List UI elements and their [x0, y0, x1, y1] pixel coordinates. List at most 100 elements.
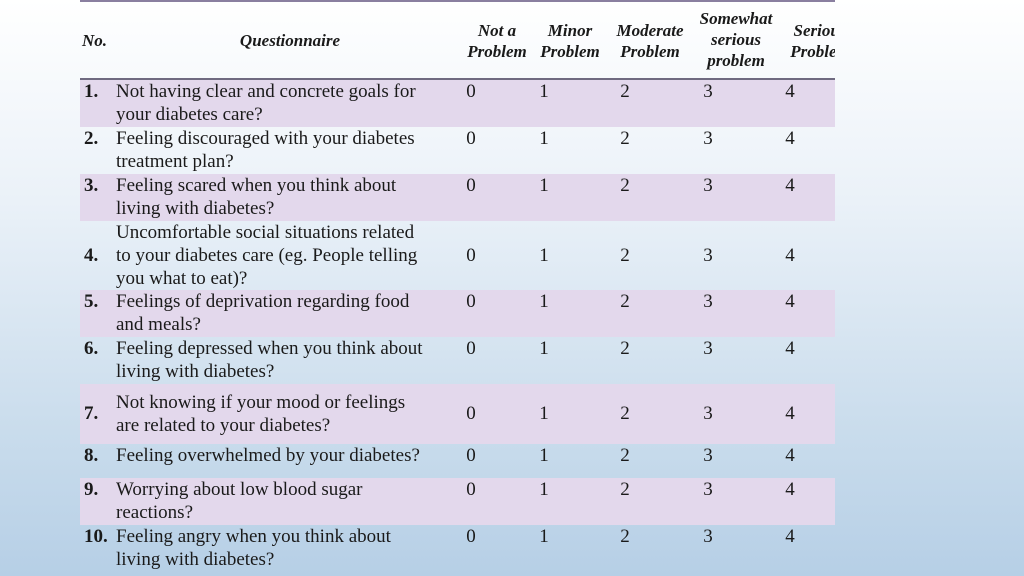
- question-line: Feeling angry when you think about: [116, 526, 391, 547]
- score-cell: 3: [703, 128, 713, 149]
- header-not-a-problem: Not a Problem: [457, 20, 537, 62]
- row-number: 3.: [84, 175, 99, 196]
- top-rule: [80, 0, 835, 2]
- header-no: No.: [82, 31, 108, 50]
- score-cell: 4: [785, 445, 795, 466]
- question-text: Uncomfortable social situations related t…: [116, 221, 466, 290]
- header-line: problem: [707, 51, 765, 70]
- score-cell: 4: [785, 81, 795, 102]
- score-cell: 4: [785, 403, 795, 424]
- header-somewhat-serious-problem: Somewhat serious problem: [690, 8, 782, 71]
- question-text: Not having clear and concrete goals for y…: [116, 80, 466, 126]
- score-cell: 3: [703, 338, 713, 359]
- score-cell: 1: [539, 128, 549, 149]
- score-cell: 1: [539, 291, 549, 312]
- question-line: your diabetes care?: [116, 104, 263, 125]
- question-line: living with diabetes?: [116, 549, 275, 570]
- score-cell: 1: [539, 338, 549, 359]
- score-cell: 1: [539, 175, 549, 196]
- question-line: Not having clear and concrete goals for: [116, 81, 416, 102]
- question-text: Worrying about low blood sugar reactions?: [116, 478, 466, 524]
- score-cell: 3: [703, 479, 713, 500]
- table-row: 5. Feelings of deprivation regarding food…: [80, 290, 835, 337]
- table-row: 1. Not having clear and concrete goals fo…: [80, 80, 835, 127]
- score-cell: 0: [466, 81, 476, 102]
- header-line: Somewhat: [699, 9, 773, 28]
- score-cell: 0: [466, 479, 476, 500]
- question-text: Feelings of deprivation regarding food an…: [116, 290, 466, 336]
- score-cell: 4: [785, 245, 795, 266]
- score-cell: 0: [466, 291, 476, 312]
- score-cell: 1: [539, 403, 549, 424]
- question-text: Feeling angry when you think about living…: [116, 525, 466, 571]
- question-text: Feeling depressed when you think about li…: [116, 337, 466, 383]
- table-row: 9. Worrying about low blood sugar reaction…: [80, 478, 835, 525]
- question-line: Feeling scared when you think about: [116, 175, 397, 196]
- score-cell: 0: [466, 245, 476, 266]
- score-cell: 4: [785, 526, 795, 547]
- question-line: living with diabetes?: [116, 361, 275, 382]
- header-line: Serious: [793, 21, 835, 40]
- header-serious-problem: Serious Problem: [780, 20, 835, 62]
- score-cell: 2: [620, 245, 630, 266]
- score-cell: 2: [620, 291, 630, 312]
- question-line: Not knowing if your mood or feelings: [116, 392, 406, 413]
- score-cell: 4: [785, 338, 795, 359]
- question-line: you what to eat)?: [116, 268, 248, 289]
- score-cell: 4: [785, 128, 795, 149]
- score-cell: 4: [785, 175, 795, 196]
- score-cell: 4: [785, 479, 795, 500]
- header-line: Problem: [540, 42, 600, 61]
- header-line: Moderate: [616, 21, 684, 40]
- score-cell: 1: [539, 479, 549, 500]
- header-line: serious: [710, 30, 762, 49]
- score-cell: 2: [620, 175, 630, 196]
- row-number: 1.: [84, 81, 99, 102]
- score-cell: 1: [539, 445, 549, 466]
- table-row: 6. Feeling depressed when you think about…: [80, 337, 835, 384]
- score-cell: 1: [539, 81, 549, 102]
- score-cell: 2: [620, 403, 630, 424]
- row-number: 8.: [84, 445, 99, 466]
- table-row: 3. Feeling scared when you think about liv…: [80, 174, 835, 221]
- score-cell: 0: [466, 445, 476, 466]
- score-cell: 3: [703, 175, 713, 196]
- row-number: 10.: [84, 526, 108, 547]
- row-number: 2.: [84, 128, 99, 149]
- question-line: reactions?: [116, 502, 194, 523]
- question-line: Feeling overwhelmed by your diabetes?: [116, 445, 420, 466]
- question-line: Feelings of deprivation regarding food: [116, 291, 410, 312]
- header-moderate-problem: Moderate Problem: [608, 20, 692, 62]
- question-text: Feeling overwhelmed by your diabetes?: [116, 444, 466, 467]
- table-row: 2. Feeling discouraged with your diabetes…: [80, 127, 835, 174]
- score-cell: 2: [620, 526, 630, 547]
- header-line: Not a: [477, 21, 517, 40]
- row-number: 4.: [84, 245, 99, 266]
- header-line: Minor: [547, 21, 593, 40]
- table-header: No. Questionnaire Not a Problem Minor Pr…: [80, 2, 835, 78]
- score-cell: 2: [620, 338, 630, 359]
- score-cell: 3: [703, 526, 713, 547]
- header-minor-problem: Minor Problem: [530, 20, 610, 62]
- header-line: Problem: [620, 42, 680, 61]
- score-cell: 1: [539, 526, 549, 547]
- score-cell: 3: [703, 291, 713, 312]
- table-row: 4. Uncomfortable social situations relate…: [80, 221, 835, 290]
- score-cell: 2: [620, 128, 630, 149]
- score-cell: 3: [703, 445, 713, 466]
- question-line: are related to your diabetes?: [116, 415, 331, 436]
- score-cell: 0: [466, 175, 476, 196]
- score-cell: 0: [466, 128, 476, 149]
- table-row: 10. Feeling angry when you think about liv…: [80, 525, 835, 576]
- question-line: Feeling discouraged with your diabetes: [116, 128, 415, 149]
- score-cell: 0: [466, 526, 476, 547]
- row-number: 9.: [84, 479, 99, 500]
- table-row: 8. Feeling overwhelmed by your diabetes? 0…: [80, 444, 835, 478]
- question-text: Feeling scared when you think about livin…: [116, 174, 466, 220]
- header-line: Problem: [790, 42, 835, 61]
- question-line: living with diabetes?: [116, 198, 275, 219]
- score-cell: 4: [785, 291, 795, 312]
- header-line: Problem: [467, 42, 527, 61]
- header-rule: [80, 78, 835, 80]
- score-cell: 3: [703, 81, 713, 102]
